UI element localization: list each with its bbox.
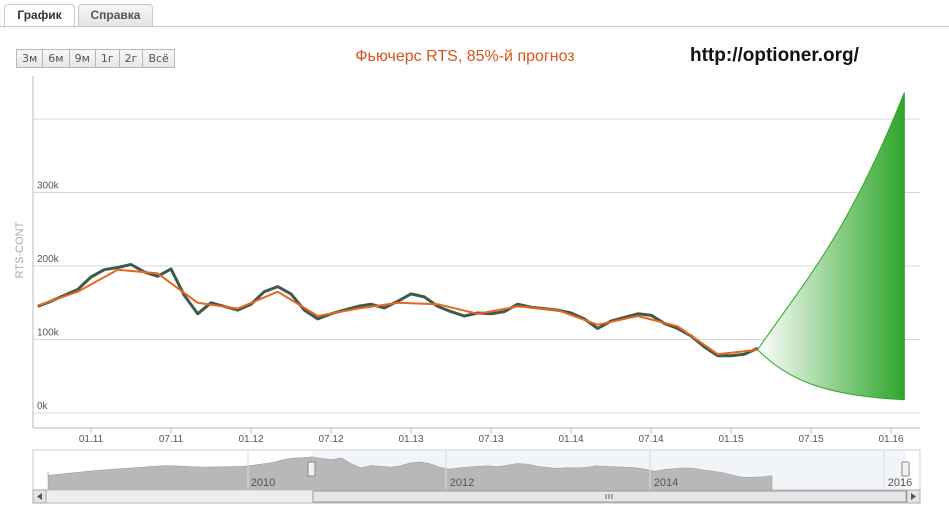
price-series-line xyxy=(37,263,759,358)
x-tick-label: 07.15 xyxy=(798,434,823,445)
forecast-cone xyxy=(757,92,905,401)
x-tick-label: 01.13 xyxy=(398,434,423,445)
x-tick-label: 01.12 xyxy=(238,434,263,445)
y-tick-label: 0k xyxy=(37,401,49,412)
navigator-handle-right[interactable] xyxy=(901,461,910,477)
tab-divider xyxy=(0,26,949,27)
scroll-left-arrow-icon xyxy=(37,493,42,500)
x-tick-label: 01.14 xyxy=(558,434,583,445)
x-tick-label: 07.11 xyxy=(159,434,184,445)
y-tick-label: 200k xyxy=(37,254,60,265)
scroll-right-arrow-icon xyxy=(911,493,916,500)
navigator-label-2010: 2010 xyxy=(251,477,275,489)
tab-chart[interactable]: График xyxy=(4,4,75,28)
x-tick-label: 01.16 xyxy=(878,434,903,445)
average-series-line xyxy=(37,268,758,356)
range-button-2y[interactable]: 2г xyxy=(118,49,144,68)
navigator-handle-left[interactable] xyxy=(307,461,316,477)
range-selector: 3м 6м 9м 1г 2г Всё xyxy=(16,49,175,68)
grid-lines xyxy=(33,118,920,414)
x-tick-label: 01.11 xyxy=(79,434,104,445)
y-tick-label: 300k xyxy=(37,181,60,192)
range-button-6m[interactable]: 6м xyxy=(42,49,70,68)
navigator-label-2014: 2014 xyxy=(654,477,678,489)
x-tick-label: 01.15 xyxy=(718,434,743,445)
navigator-series xyxy=(47,456,773,491)
range-button-all[interactable]: Всё xyxy=(142,49,175,68)
y-axis-label: RTS-CONT xyxy=(14,221,26,278)
navigator-label-2016: 2016 xyxy=(888,477,912,489)
x-tick-label: 07.14 xyxy=(638,434,663,445)
site-url: http://optioner.org/ xyxy=(690,45,859,66)
x-tick-label: 07.13 xyxy=(478,434,503,445)
navigator-label-2012: 2012 xyxy=(450,477,474,489)
y-tick-label: 100k xyxy=(37,328,60,339)
x-tick-label: 07.12 xyxy=(318,434,343,445)
tab-bar: График Справка xyxy=(0,0,949,28)
chart-title: Фьючерс RTS, 85%-й прогноз xyxy=(355,48,575,65)
tab-help[interactable]: Справка xyxy=(78,4,153,27)
